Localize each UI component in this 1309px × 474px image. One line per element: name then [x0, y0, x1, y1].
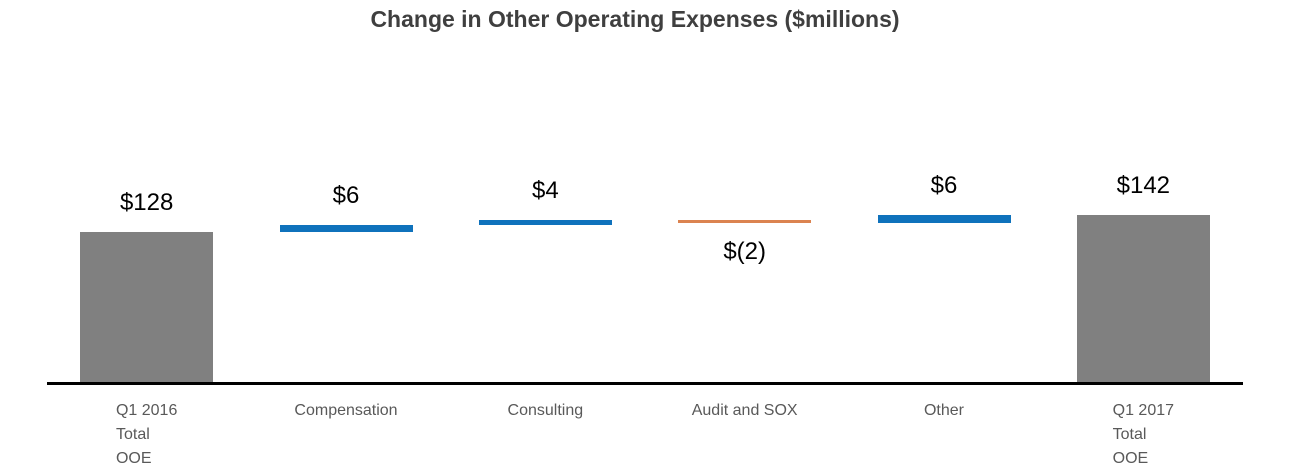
x-axis-line [47, 382, 1243, 385]
bar-audit-and-sox [678, 220, 812, 223]
category-label-compensation: Compensation [246, 399, 445, 423]
category-label-text: Audit and SOX [691, 402, 798, 419]
category-label-q1-2017-total-ooe: Q1 2017 Total OOE [1044, 399, 1243, 471]
data-label-audit-and-sox: $(2) [723, 237, 766, 265]
data-label-q1-2017-total-ooe: $142 [1116, 172, 1171, 200]
bar-consulting [478, 220, 612, 225]
category-label-text: Consulting [507, 402, 584, 419]
category-label-consulting: Consulting [446, 399, 645, 423]
category-label-text: Q1 2016 Total OOE [115, 402, 178, 467]
bar-q1-2016-total-ooe [80, 232, 214, 384]
data-label-consulting: $4 [531, 177, 559, 205]
category-label-text: Q1 2017 Total OOE [1112, 402, 1175, 467]
category-label-text: Other [923, 402, 964, 419]
chart-title: Change in Other Operating Expenses ($mil… [370, 6, 900, 32]
category-label-other: Other [844, 399, 1043, 423]
category-label-q1-2016-total-ooe: Q1 2016 Total OOE [47, 399, 246, 471]
category-label-text: Compensation [294, 402, 398, 419]
bar-other [877, 215, 1011, 223]
bar-q1-2017-total-ooe [1076, 215, 1210, 384]
data-label-q1-2016-total-ooe: $128 [119, 189, 174, 216]
bar-compensation [279, 224, 413, 232]
data-label-other: $6 [930, 172, 958, 200]
data-label-compensation: $6 [332, 181, 360, 209]
category-label-audit-and-sox: Audit and SOX [645, 399, 844, 423]
